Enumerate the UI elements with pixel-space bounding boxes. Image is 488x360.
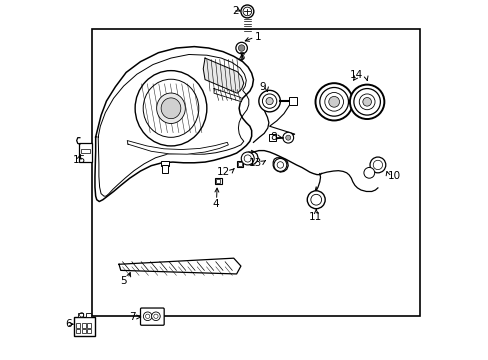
Bar (236, 161, 243, 167)
Text: 12: 12 (217, 167, 230, 177)
Text: 5: 5 (120, 276, 126, 286)
Text: 7: 7 (129, 312, 136, 322)
Circle shape (265, 98, 273, 105)
Circle shape (143, 312, 152, 320)
Ellipse shape (161, 98, 181, 119)
Bar (215, 178, 221, 184)
Circle shape (363, 167, 374, 178)
Circle shape (241, 5, 253, 18)
Bar (161, 161, 169, 166)
Bar (92, 30, 419, 316)
Bar (76, 323, 80, 328)
Ellipse shape (135, 71, 206, 146)
Text: 14: 14 (349, 70, 362, 80)
Text: 13: 13 (248, 158, 261, 168)
Circle shape (349, 85, 384, 119)
Circle shape (369, 157, 385, 173)
Circle shape (151, 312, 160, 320)
FancyBboxPatch shape (140, 308, 164, 325)
Polygon shape (127, 140, 228, 154)
Bar (76, 329, 80, 333)
Text: 8: 8 (269, 132, 276, 142)
Circle shape (273, 158, 286, 171)
Circle shape (241, 152, 254, 165)
Polygon shape (119, 258, 241, 274)
Text: 2: 2 (232, 6, 238, 16)
Text: 6: 6 (65, 319, 72, 329)
Bar (87, 323, 91, 328)
Text: 15: 15 (73, 155, 86, 165)
Circle shape (285, 135, 290, 140)
Bar (78, 313, 83, 317)
Circle shape (235, 42, 247, 54)
Circle shape (328, 96, 339, 107)
Bar (87, 329, 91, 333)
Text: 10: 10 (387, 171, 400, 181)
Text: 9: 9 (259, 82, 265, 92)
Bar (289, 97, 297, 105)
Bar (216, 179, 220, 183)
Bar (85, 313, 90, 317)
Circle shape (306, 191, 325, 209)
Text: 1: 1 (255, 32, 262, 41)
Bar (81, 329, 85, 333)
Polygon shape (214, 89, 241, 102)
Bar (268, 134, 275, 141)
FancyBboxPatch shape (79, 143, 92, 162)
Circle shape (258, 90, 280, 112)
Bar (74, 317, 95, 336)
Ellipse shape (156, 93, 185, 123)
Bar (237, 162, 242, 166)
Text: 3: 3 (238, 52, 244, 62)
Circle shape (282, 132, 293, 143)
Polygon shape (95, 46, 253, 202)
Polygon shape (203, 58, 244, 93)
Text: 11: 11 (308, 212, 322, 221)
Circle shape (362, 98, 371, 106)
Bar (81, 149, 89, 153)
Circle shape (238, 45, 244, 51)
Circle shape (315, 83, 352, 121)
Text: 4: 4 (212, 199, 219, 210)
Bar (81, 323, 85, 328)
Bar (162, 165, 168, 173)
